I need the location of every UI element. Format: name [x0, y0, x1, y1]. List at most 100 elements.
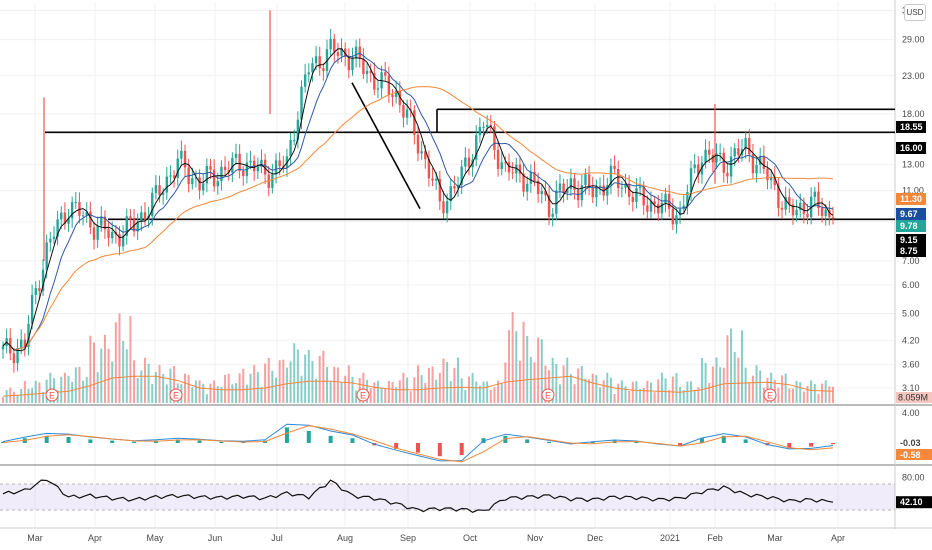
volume-bar — [540, 339, 543, 403]
candle-body — [613, 165, 616, 169]
candle-body — [580, 185, 584, 201]
volume-bar — [49, 372, 52, 403]
volume-badge-label: 8.059M — [898, 393, 928, 403]
candle-body — [263, 159, 267, 175]
volume-bar — [194, 380, 197, 403]
volume-bar — [628, 390, 631, 403]
volume-bar — [668, 389, 671, 403]
currency-toggle[interactable]: USD — [904, 4, 926, 21]
macd-line — [2, 423, 834, 462]
candle-body — [828, 209, 831, 218]
candle-body — [420, 151, 423, 154]
volume-bar — [231, 384, 234, 403]
macd-histogram-bar — [175, 439, 180, 443]
candle-body — [16, 347, 19, 364]
volume-bar — [620, 380, 623, 403]
candle-body — [45, 242, 48, 270]
candle-body — [311, 63, 314, 73]
candle-body — [333, 38, 336, 53]
volume-bar — [184, 373, 187, 403]
volume-bar — [278, 360, 281, 403]
candle-body — [143, 212, 147, 220]
candle-body — [307, 72, 310, 75]
volume-bar — [133, 360, 136, 403]
macd-histogram-bar — [197, 440, 202, 443]
volume-bar — [395, 387, 398, 403]
macd-histogram-bar — [699, 438, 704, 443]
volume-bar — [646, 380, 649, 403]
volume-bar — [417, 365, 419, 403]
volume-bar — [202, 383, 205, 403]
candle-body — [41, 269, 45, 292]
candle-body — [489, 124, 493, 127]
volume-bar — [249, 373, 252, 403]
candle-body — [216, 181, 219, 187]
volume-bar — [234, 383, 237, 403]
volume-bar — [344, 375, 347, 403]
candle-body — [169, 175, 172, 177]
volume-bar — [60, 376, 63, 403]
volume-bar — [154, 371, 157, 403]
volume-bar — [489, 389, 492, 403]
candle-body — [547, 195, 551, 217]
candle-body — [544, 191, 547, 196]
volume-bar — [708, 382, 711, 403]
candle-body — [63, 212, 67, 224]
price-badge — [896, 121, 926, 133]
candle-body — [449, 186, 452, 202]
candle-body — [751, 154, 755, 174]
volume-bar — [169, 368, 172, 403]
volume-bar — [85, 377, 88, 403]
price-badge — [896, 234, 926, 246]
candle-body — [660, 202, 664, 214]
volume-bar — [526, 335, 529, 403]
candle-body — [795, 209, 798, 216]
candle-body — [478, 126, 482, 136]
candle-body — [354, 46, 358, 59]
candle-body — [791, 204, 795, 216]
volume-bar — [595, 375, 598, 403]
volume-bar — [245, 384, 248, 403]
macd-histogram-bar — [306, 431, 311, 443]
macd-pane: 4.00 -0.03 -0.58 — [1, 408, 932, 463]
rsi-line — [2, 479, 834, 513]
moving-average-fast — [2, 52, 834, 351]
volume-bar — [562, 365, 565, 403]
volume-bar — [624, 386, 627, 403]
candle-body — [820, 208, 824, 217]
volume-bar — [609, 377, 612, 403]
volume-bar — [205, 394, 208, 403]
candle-body — [220, 166, 223, 182]
candle-body — [289, 140, 292, 157]
time-tick-label: 2021 — [660, 533, 680, 543]
macd-histogram-bar — [525, 439, 530, 443]
macd-histogram-bar — [110, 440, 115, 443]
candle-body — [678, 209, 682, 216]
volume-bar — [537, 337, 540, 403]
candle-body — [231, 157, 234, 173]
volume-bar — [602, 380, 605, 403]
volume-bar — [82, 380, 85, 403]
volume-bar — [566, 357, 569, 403]
volume-bar — [791, 388, 794, 403]
volume-bar — [580, 366, 583, 403]
volume-bar — [558, 384, 561, 403]
volume-bar — [486, 381, 489, 403]
macd-histogram-bar — [721, 435, 726, 443]
candle-body — [125, 216, 128, 236]
volume-bar — [508, 330, 511, 403]
macd-histogram-bar — [284, 427, 289, 443]
volume-bar — [34, 380, 37, 403]
earnings-label: E — [767, 391, 773, 401]
volume-bar — [329, 380, 332, 403]
time-tick-label: Mar — [27, 533, 43, 543]
candle-body — [191, 178, 194, 185]
candle-body — [704, 149, 707, 163]
candle-body — [198, 177, 201, 191]
volume-bar — [649, 382, 652, 403]
candle-body — [475, 135, 478, 160]
volume-bar — [307, 349, 310, 403]
price-tick-label: 4.20 — [902, 336, 920, 346]
volume-bar — [256, 372, 259, 403]
candle-body — [303, 74, 307, 87]
